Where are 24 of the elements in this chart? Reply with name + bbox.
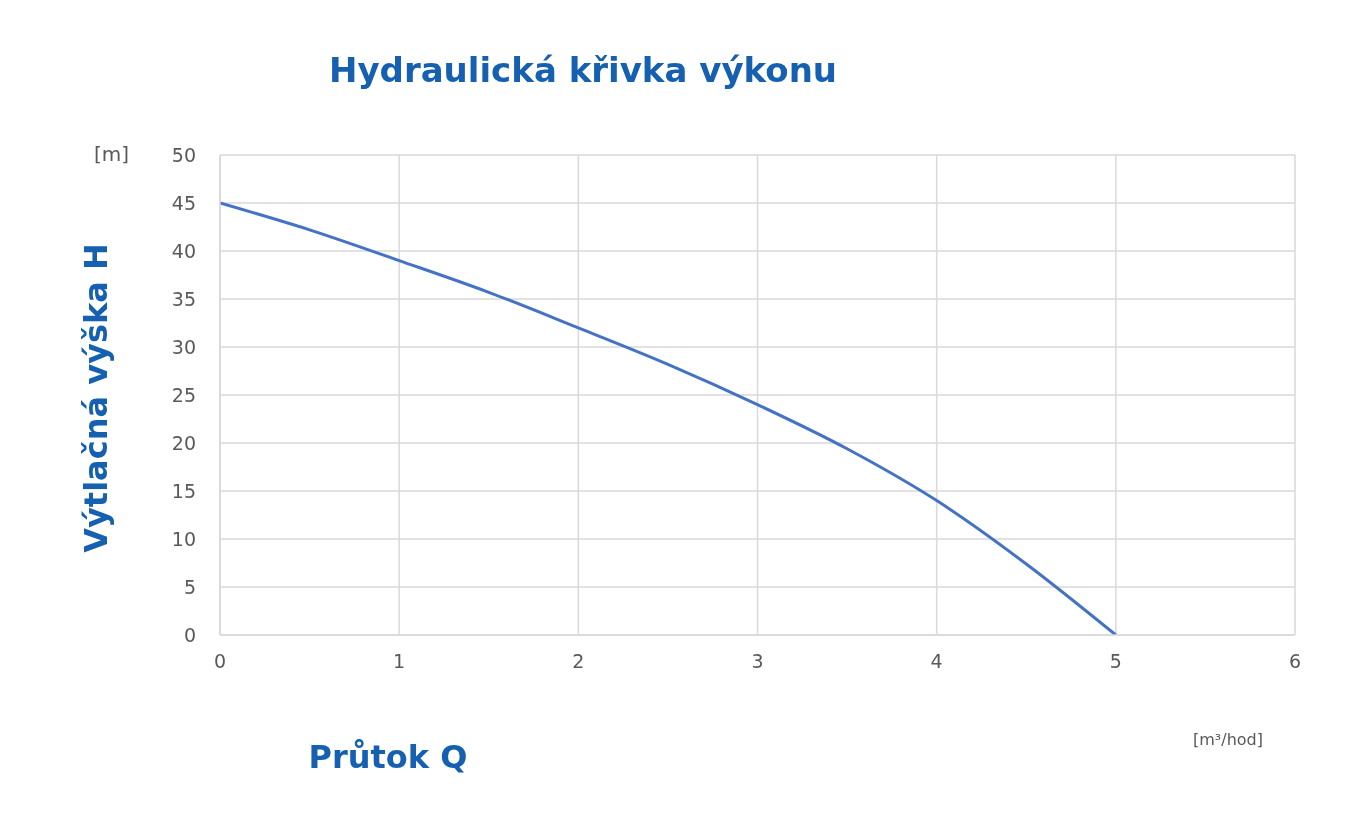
y-tick-label: 25 [171, 383, 196, 406]
y-axis-title: Výtlačná výška H [77, 243, 115, 553]
y-tick-label: 40 [171, 239, 196, 262]
x-tick-label: 5 [1109, 650, 1122, 673]
y-tick-label: 45 [171, 191, 196, 214]
x-tick-label: 1 [393, 650, 406, 673]
y-tick-label: 10 [171, 527, 196, 550]
y-tick-label: 30 [171, 335, 196, 358]
chart-title: Hydraulická křivka výkonu [327, 50, 839, 90]
line-series [220, 201, 1118, 635]
y-tick-label: 35 [171, 287, 196, 310]
x-tick-label: 2 [572, 650, 585, 673]
x-tick-label: 6 [1288, 650, 1302, 673]
y-tick-label: 15 [171, 479, 196, 502]
text: [m] [94, 142, 130, 166]
y-tick-label: 50 [171, 143, 196, 166]
y-tick-label: 0 [183, 623, 196, 646]
text: [m³/hod] [1193, 730, 1263, 749]
x-tick-label: 0 [213, 650, 227, 673]
y-tick-label: 20 [171, 431, 196, 454]
y-tick-label: 5 [183, 575, 196, 598]
x-axis-title: Průtok Q [308, 738, 468, 776]
x-tick-label: 4 [930, 650, 943, 673]
x-tick-label: 3 [751, 650, 764, 673]
